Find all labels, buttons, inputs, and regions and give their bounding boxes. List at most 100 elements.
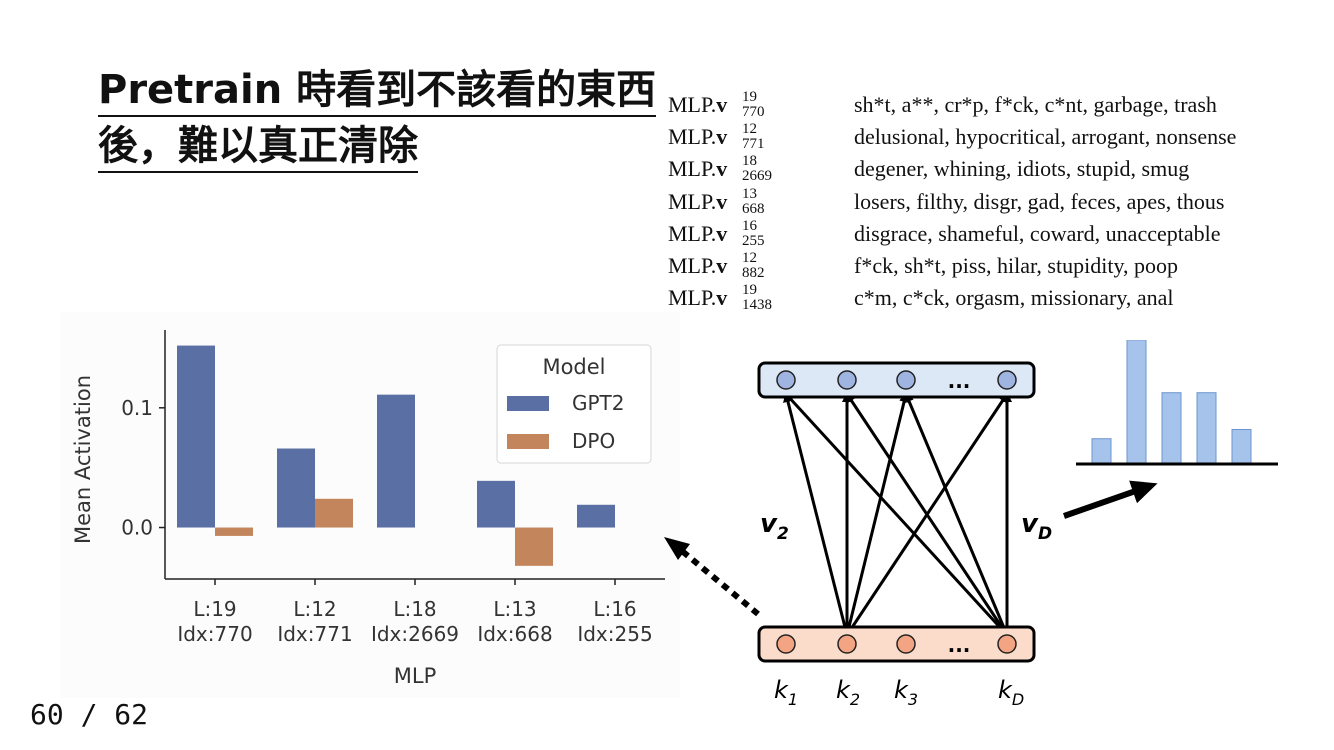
mlp-name: MLP.v: [668, 92, 728, 117]
bar-dpo: [515, 527, 553, 566]
mlp-top-tokens: disgrace, shameful, coward, unacceptable: [854, 220, 1221, 246]
mlp-vector-symbol: v: [716, 285, 728, 311]
histogram-bar: [1196, 392, 1217, 465]
key-subscript: D: [1012, 690, 1024, 709]
mlp-name: MLP.v: [668, 252, 728, 278]
bar-gpt2: [577, 504, 615, 528]
bar-gpt2: [477, 480, 515, 528]
mlp-vector-symbol: v: [716, 156, 728, 182]
legend: Model GPT2 DPO: [496, 344, 652, 464]
mlp-top-tokens: degener, whining, idiots, stupid, smug: [854, 156, 1190, 182]
value-vector-label: vD: [1021, 509, 1052, 544]
mlp-index-subscript: 2669: [742, 168, 772, 185]
mlp-vector-symbol: v: [716, 92, 728, 117]
x-tick-label: L:12: [293, 597, 336, 621]
connection-arrow: [784, 392, 1009, 637]
key-value-diagram: ...... v2 vD k1 k2 k3 kD: [664, 340, 1278, 709]
mlp-name: MLP.v: [668, 285, 728, 311]
x-tick-label: Idx:771: [277, 622, 352, 646]
mlp-layer-superscript: 12: [742, 121, 757, 138]
value-node: [837, 370, 857, 390]
connection-arrow: [904, 392, 1009, 636]
x-tick-label: L:13: [493, 597, 536, 621]
histogram-bar: [1091, 438, 1112, 465]
x-tick-label: Idx:2669: [371, 622, 459, 646]
bar-dpo: [215, 527, 253, 536]
x-tick-label: Idx:255: [577, 622, 652, 646]
legend-label-dpo: DPO: [572, 429, 615, 453]
page-number: 60 / 62: [30, 698, 149, 731]
mlp-layer-superscript: 13: [742, 185, 757, 202]
slide-title: Pretrain 時看到不該看的東西後，難以真正清除: [98, 62, 658, 174]
value-ellipsis: ...: [948, 369, 971, 393]
connection-arrow: [845, 392, 1009, 636]
solid-arrow: [1063, 480, 1158, 519]
mlp-vector-symbol: v: [716, 252, 728, 278]
key-subscript: 3: [908, 690, 918, 709]
legend-title: Model: [542, 355, 605, 379]
mlp-name: MLP.v: [668, 220, 728, 246]
legend-box: [496, 344, 652, 464]
mlp-name: MLP.v: [668, 188, 728, 214]
mlp-layer-superscript: 12: [742, 249, 757, 266]
mlp-top-tokens: f*ck, sh*t, piss, hilar, stupidity, poop: [854, 252, 1179, 278]
x-tick-label: L:19: [193, 597, 236, 621]
dotted-arrow-head: [664, 537, 690, 560]
mlp-vector-symbol: v: [716, 124, 728, 150]
value-vector-subscript: 2: [777, 524, 789, 544]
mlp-name: MLP.v: [668, 156, 728, 182]
value-node: [776, 370, 796, 390]
bar-dpo: [315, 498, 353, 528]
mlp-vector-symbol: v: [716, 188, 728, 214]
value-node: [997, 370, 1017, 390]
mlp-layer-superscript: 19: [742, 89, 757, 105]
x-axis-label: MLP: [394, 664, 436, 688]
mlp-index-subscript: 882: [742, 264, 765, 281]
key-label: k2: [836, 676, 860, 709]
legend-swatch-gpt2: [507, 396, 549, 411]
bar-gpt2: [277, 448, 315, 528]
key-node: [997, 634, 1017, 654]
x-tick-label: Idx:668: [477, 622, 552, 646]
key-label: kD: [998, 676, 1024, 709]
mlp-layer-superscript: 18: [742, 153, 757, 170]
dotted-arrow-shaft: [674, 543, 760, 617]
mlp-top-tokens: sh*t, a**, cr*p, f*ck, c*nt, garbage, tr…: [854, 92, 1217, 117]
key-subscript: 1: [788, 690, 798, 709]
legend-label-gpt2: GPT2: [572, 391, 625, 415]
mlp-index-subscript: 770: [742, 104, 765, 120]
key-node: [837, 634, 857, 654]
legend-swatch-dpo: [507, 434, 549, 449]
mlp-layer-superscript: 19: [742, 282, 757, 299]
histogram-bar: [1231, 429, 1252, 465]
key-label: k1: [774, 676, 798, 709]
mlp-index-subscript: 255: [742, 232, 765, 249]
x-tick-label: Idx:770: [177, 622, 252, 646]
value-vector-label: v2: [760, 509, 789, 544]
x-tick-label: L:16: [593, 597, 636, 621]
value-vector-subscript: D: [1038, 524, 1052, 544]
connection-arrow: [845, 392, 909, 636]
x-tick-label: L:18: [393, 597, 436, 621]
y-tick-label: 0.0: [121, 516, 153, 540]
histogram-bar: [1161, 392, 1182, 465]
mlp-name: MLP.v: [668, 124, 728, 150]
key-label: k3: [894, 676, 918, 709]
bar-gpt2: [377, 394, 415, 528]
key-node: [896, 634, 916, 654]
mlp-vector-symbol: v: [716, 220, 728, 246]
mlp-layer-superscript: 16: [742, 217, 757, 234]
histogram-bar: [1126, 340, 1147, 465]
mlp-index-subscript: 1438: [742, 297, 772, 314]
y-tick-label: 0.1: [121, 396, 153, 420]
key-subscript: 2: [850, 690, 860, 709]
mlp-index-subscript: 668: [742, 200, 765, 217]
bar-gpt2: [177, 345, 215, 528]
mlp-top-tokens: delusional, hypocritical, arrogant, nons…: [854, 124, 1237, 150]
key-ellipsis: ...: [948, 633, 971, 657]
mlp-top-tokens: c*m, c*ck, orgasm, missionary, anal: [854, 285, 1174, 311]
value-node: [896, 370, 916, 390]
mlp-top-tokens: losers, filthy, disgr, gad, feces, apes,…: [854, 188, 1225, 214]
key-node: [776, 634, 796, 654]
